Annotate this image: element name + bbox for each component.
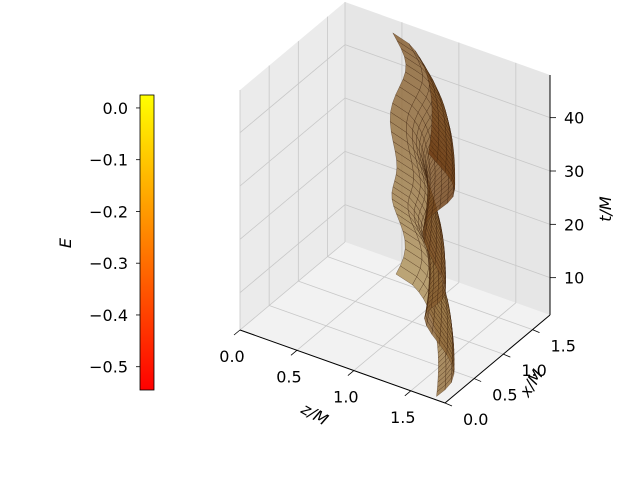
grid-line — [298, 280, 504, 355]
surface-facet — [444, 280, 446, 294]
x-tick-label: 1.0 — [333, 388, 358, 407]
surface-plot — [389, 32, 455, 397]
colorbar-tick-label: −0.5 — [89, 358, 128, 377]
surface-facet — [451, 176, 455, 190]
colorbar: 0.0 −0.1 −0.2 −0.3 −0.4 −0.5 E — [56, 94, 155, 391]
x-axis-ticks: 0.0 0.5 1.0 1.5 — [219, 329, 416, 427]
y-axis-ticks: 0.00.51.0 1.5 — [444, 329, 576, 429]
x-tick-mark — [347, 370, 355, 376]
y-tick-mark — [532, 329, 540, 334]
colorbar-tick-label: 0.0 — [103, 99, 128, 118]
z-axis-ticks: 10 20 30 40 — [550, 109, 584, 288]
grid-line — [239, 151, 346, 240]
x-tick-label: 0.5 — [276, 367, 301, 386]
colorbar-tick-label: −0.3 — [89, 254, 128, 273]
y-tick-mark — [444, 402, 453, 407]
colorbar-tick-label: −0.2 — [89, 202, 128, 221]
x-tick-mark — [404, 390, 412, 397]
y-tick-label: 0.0 — [463, 410, 488, 429]
x-tick-label: 0.0 — [219, 347, 244, 366]
y-tick-label: 1.0 — [521, 361, 546, 380]
surface-facet — [444, 377, 452, 391]
z-tick-label: 30 — [564, 162, 584, 181]
colorbar-label: E — [56, 237, 75, 248]
grid-line — [344, 44, 551, 119]
grid-line — [239, 44, 346, 133]
floor-pane — [240, 242, 550, 403]
grid-line — [344, 204, 551, 279]
x-tick-label: 1.5 — [390, 408, 415, 427]
x-tick-mark — [233, 329, 241, 336]
grid-line — [239, 97, 346, 187]
y-tick-mark — [503, 353, 511, 358]
z-axis-label: t/M — [596, 196, 615, 222]
x-tick-mark — [290, 349, 298, 356]
z-tick-label: 40 — [564, 109, 584, 128]
axes-grid — [239, 2, 551, 404]
colorbar-gradient — [139, 94, 155, 391]
colorbar-tick-label: −0.4 — [89, 306, 128, 325]
left-pane — [240, 2, 345, 330]
colorbar-ticks: 0.0 −0.1 −0.2 −0.3 −0.4 −0.5 — [89, 99, 140, 377]
y-tick-label: 0.5 — [492, 386, 517, 405]
x-axis-label: z/M — [297, 399, 331, 430]
y-tick-mark — [474, 378, 482, 382]
grid-line — [239, 204, 346, 293]
colorbar-tick-label: −0.1 — [89, 151, 128, 170]
z-tick-label: 10 — [564, 269, 584, 288]
z-tick-label: 20 — [564, 215, 584, 234]
y-tick-label: 1.5 — [551, 337, 576, 356]
